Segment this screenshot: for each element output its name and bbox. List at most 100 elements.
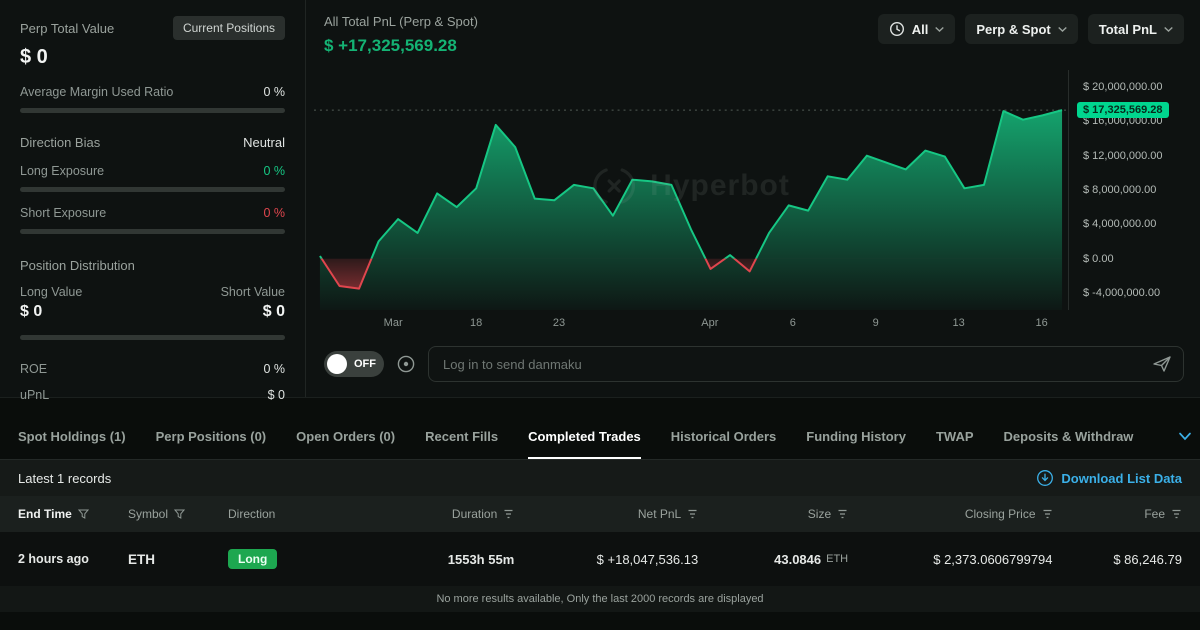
column-header-size[interactable]: Size <box>698 507 848 521</box>
filter-lines-icon <box>504 509 513 519</box>
chevron-down-icon <box>1164 26 1173 32</box>
column-label: Size <box>807 507 832 521</box>
time-range-dropdown[interactable]: All <box>877 14 956 44</box>
y-axis-label: $ 8,000,000.00 <box>1083 184 1157 196</box>
pnl-chart-plot: Hyperbot Mar 18 23 Apr 6 9 13 16 <box>314 70 1068 334</box>
time-range-label: All <box>911 21 929 37</box>
column-header-closing-price[interactable]: Closing Price <box>848 507 1052 521</box>
long-exposure-progress-bar <box>20 187 285 192</box>
scope-dropdown[interactable]: Perp & Spot <box>965 14 1078 44</box>
table-footer-note: No more results available, Only the last… <box>0 586 1200 612</box>
x-axis-label: 16 <box>1035 317 1048 329</box>
x-axis-label: 9 <box>872 317 879 329</box>
column-header-symbol[interactable]: Symbol <box>128 507 228 521</box>
direction-badge: Long <box>228 549 278 569</box>
x-axis-label: 6 <box>789 317 796 329</box>
tab-recent-fills[interactable]: Recent Fills <box>425 429 499 444</box>
column-header-fee[interactable]: Fee <box>1053 507 1182 521</box>
toggle-knob <box>327 354 347 374</box>
column-header-direction[interactable]: Direction <box>228 507 378 521</box>
danmaku-settings-icon[interactable] <box>396 354 416 374</box>
column-header-duration[interactable]: Duration <box>378 507 514 521</box>
download-label: Download List Data <box>1061 470 1182 486</box>
chart-title: All Total PnL (Perp & Spot) <box>324 14 478 29</box>
records-count-label: Latest 1 records <box>18 470 112 486</box>
total-pnl-value: $ +17,325,569.28 <box>324 36 457 55</box>
filter-funnel-icon <box>174 509 186 519</box>
tab-deposits-withdrawals[interactable]: Deposits & Withdraw <box>1003 429 1134 444</box>
chevron-down-icon <box>1179 432 1191 440</box>
position-distribution-label: Position Distribution <box>20 258 135 273</box>
column-label: Closing Price <box>964 507 1036 521</box>
long-short-ratio-bar <box>20 335 285 340</box>
x-axis-label: Apr <box>701 317 719 329</box>
cell-size: 43.0846 ETH <box>698 552 848 567</box>
perp-total-value-label: Perp Total Value <box>20 20 115 36</box>
column-label: End Time <box>18 507 72 521</box>
roe-label: ROE <box>20 362 48 376</box>
column-header-net-pnl[interactable]: Net PnL <box>514 507 698 521</box>
metric-dropdown[interactable]: Total PnL <box>1087 14 1184 44</box>
filter-funnel-icon <box>77 509 89 519</box>
chart-x-axis: Mar 18 23 Apr 6 9 13 16 <box>314 312 1068 334</box>
cell-fee: $ 86,246.79 <box>1113 551 1182 567</box>
short-exposure-progress-bar <box>20 229 285 234</box>
x-axis-label: Mar <box>383 317 403 329</box>
tabs-row: Spot Holdings (1) Perp Positions (0) Ope… <box>0 414 1200 460</box>
chart-title-block: All Total PnL (Perp & Spot) $ +17,325,56… <box>324 14 478 56</box>
pnl-area-chart <box>314 109 1068 310</box>
short-value-label: Short Value <box>220 285 285 299</box>
download-icon <box>1037 470 1054 486</box>
direction-bias-label: Direction Bias <box>20 135 101 150</box>
danmaku-toggle[interactable]: OFF <box>324 351 384 377</box>
records-bar: Latest 1 records Download List Data <box>0 460 1200 496</box>
cell-net-pnl: $ +18,047,536.13 <box>596 551 699 567</box>
tab-open-orders[interactable]: Open Orders (0) <box>296 429 396 444</box>
avg-margin-label: Average Margin Used Ratio <box>20 85 174 99</box>
cell-closing-price: $ 2,373.0606799794 <box>933 551 1053 567</box>
column-label: Net PnL <box>637 507 682 521</box>
filter-lines-icon <box>838 509 847 519</box>
long-value: $ 0 <box>20 303 43 320</box>
tab-historical-orders[interactable]: Historical Orders <box>670 429 777 444</box>
x-axis-label: 13 <box>952 317 965 329</box>
chart-controls: All Perp & Spot Total PnL <box>877 14 1184 44</box>
y-axis-label: $ 12,000,000.00 <box>1083 149 1163 162</box>
scope-label: Perp & Spot <box>976 21 1051 37</box>
clock-icon <box>889 21 904 37</box>
danmaku-bar: OFF <box>306 334 1200 396</box>
top-section: Perp Total Value Current Positions $ 0 A… <box>0 0 1200 402</box>
metric-label: Total PnL <box>1098 21 1157 37</box>
short-exposure-label: Short Exposure <box>20 206 107 220</box>
short-value: $ 0 <box>262 303 285 320</box>
filter-lines-icon <box>688 509 697 519</box>
long-value-label: Long Value <box>20 285 83 299</box>
column-label: Fee <box>1144 507 1165 521</box>
x-axis-label: 23 <box>552 317 566 329</box>
x-axis-label: 18 <box>469 317 483 329</box>
long-exposure-value: 0 % <box>263 164 285 178</box>
y-axis-label: $ 20,000,000.00 <box>1083 81 1163 94</box>
tab-twap[interactable]: TWAP <box>935 429 974 444</box>
cell-symbol: ETH <box>128 551 155 567</box>
roe-value: 0 % <box>263 362 285 376</box>
column-header-end-time[interactable]: End Time <box>18 507 128 521</box>
filter-lines-icon <box>1172 509 1181 519</box>
column-label: Direction <box>228 507 276 521</box>
chevron-down-icon <box>1057 26 1067 32</box>
tab-funding-history[interactable]: Funding History <box>806 429 906 444</box>
current-positions-button[interactable]: Current Positions <box>172 16 285 40</box>
send-icon[interactable] <box>1152 354 1172 374</box>
tab-perp-positions[interactable]: Perp Positions (0) <box>155 429 267 444</box>
size-value: 43.0846 <box>774 551 822 567</box>
y-axis-label: $ 16,000,000.00 <box>1083 115 1163 128</box>
tab-completed-trades[interactable]: Completed Trades <box>528 414 641 459</box>
cell-duration: 1553h 55m <box>447 551 515 567</box>
cell-end-time: 2 hours ago <box>18 552 89 566</box>
tabs-overflow-button[interactable] <box>1164 414 1200 458</box>
tab-spot-holdings[interactable]: Spot Holdings (1) <box>18 429 126 444</box>
table-row[interactable]: 2 hours ago ETH Long 1553h 55m $ +18,047… <box>0 532 1200 586</box>
danmaku-input[interactable] <box>428 346 1184 382</box>
y-axis-label: $ 0.00 <box>1083 252 1114 265</box>
download-list-data-button[interactable]: Download List Data <box>1036 469 1182 487</box>
